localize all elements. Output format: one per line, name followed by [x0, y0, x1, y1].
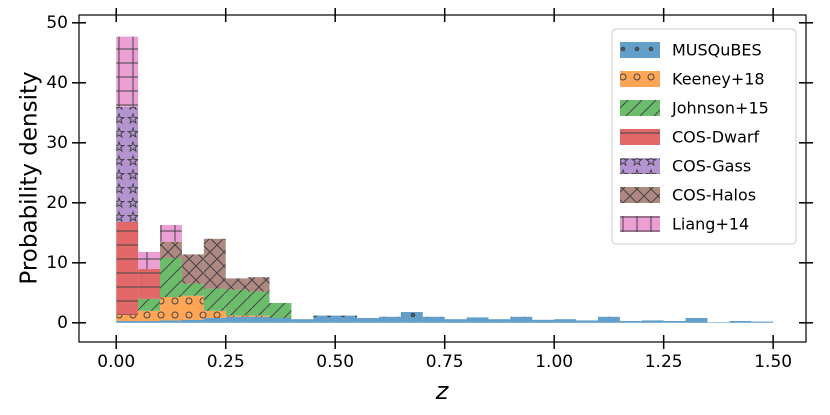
- histogram-bar: [400, 312, 423, 323]
- x-tick-label: 1.50: [754, 352, 792, 372]
- histogram-bar: [116, 36, 139, 107]
- histogram-bar: [138, 310, 161, 321]
- histogram-bar: [751, 321, 774, 323]
- histogram-bar: [225, 289, 248, 316]
- histogram-bar: [160, 297, 182, 321]
- histogram-bar: [357, 318, 379, 323]
- histogram-bar: [116, 106, 139, 222]
- histogram-bar: [138, 298, 161, 311]
- histogram-bar: [138, 252, 161, 269]
- x-tick-label: 0.50: [316, 352, 354, 372]
- histogram-bar: [532, 319, 555, 323]
- legend-swatch: [620, 187, 660, 203]
- legend-swatch: [620, 42, 660, 58]
- histogram-bar: [619, 321, 642, 323]
- histogram-bar: [181, 283, 204, 296]
- histogram-bar: [335, 315, 358, 323]
- histogram-bar: [225, 316, 248, 323]
- y-tick-label: 30: [46, 133, 68, 153]
- histogram-bar: [554, 319, 577, 323]
- histogram-bar: [444, 319, 467, 323]
- legend-label: COS-Gass: [672, 157, 751, 176]
- histogram-bar: [247, 277, 270, 292]
- histogram-bar: [181, 254, 204, 284]
- histogram-bar: [203, 310, 226, 318]
- histogram-bar: [160, 241, 182, 258]
- histogram-bar: [203, 238, 226, 289]
- y-tick-label: 40: [46, 73, 68, 93]
- histogram-bar: [138, 321, 161, 323]
- histogram-bar: [663, 321, 686, 323]
- histogram-bar: [247, 316, 270, 323]
- x-tick-label: 1.00: [535, 352, 573, 372]
- histogram-bar: [313, 315, 336, 323]
- histogram-bar: [269, 303, 292, 318]
- histogram-bar: [291, 319, 314, 323]
- histogram-bar: [378, 316, 401, 323]
- x-axis-label: z: [435, 377, 450, 405]
- legend-swatch: [620, 216, 660, 232]
- y-tick-label: 10: [46, 253, 68, 273]
- histogram-bar: [225, 278, 248, 290]
- y-tick-label: 50: [46, 13, 68, 33]
- histogram-bar: [181, 295, 204, 320]
- legend-label: Johnson+15: [671, 99, 769, 118]
- histogram-bar: [510, 316, 533, 323]
- legend-label: COS-Halos: [672, 186, 756, 205]
- y-tick-label: 0: [57, 313, 68, 333]
- legend-swatch: [620, 100, 660, 116]
- histogram-bar: [247, 291, 270, 316]
- plot-frame: [78, 14, 807, 343]
- legend-label: COS-Dwarf: [672, 128, 759, 147]
- histogram-bar: [422, 316, 445, 323]
- histogram-bar: [116, 315, 139, 321]
- histogram-bar: [269, 318, 292, 323]
- legend-swatch: [620, 129, 660, 145]
- legend-swatch: [620, 71, 660, 87]
- histogram-bar: [116, 321, 139, 323]
- histogram-bar: [160, 320, 182, 323]
- histogram-bar: [160, 225, 182, 242]
- histogram-bar: [247, 315, 270, 317]
- histogram-bar: [488, 319, 511, 323]
- x-tick-label: 1.25: [645, 352, 683, 372]
- y-axis-label: Probability density: [17, 71, 43, 284]
- y-tick-label: 20: [46, 193, 68, 213]
- legend-label: MUSQuBES: [672, 41, 762, 60]
- histogram-bar: [181, 319, 204, 323]
- x-tick-label: 0.00: [97, 352, 135, 372]
- x-tick-label: 0.75: [426, 352, 464, 372]
- histogram-bar: [685, 318, 708, 323]
- legend-label: Liang+14: [672, 215, 749, 234]
- histogram-bar: [466, 317, 489, 323]
- histogram-bar: [138, 268, 161, 299]
- histogram-bar: [576, 320, 598, 323]
- legend-label: Keeney+18: [672, 70, 765, 89]
- histogram-bar: [597, 316, 620, 323]
- histogram-bar: [225, 315, 248, 317]
- histogram-bar: [203, 318, 226, 323]
- histogram-bar: [116, 222, 139, 315]
- histogram-bar: [160, 258, 182, 297]
- histogram-bar: [729, 321, 752, 323]
- legend-swatch: [620, 158, 660, 174]
- x-tick-label: 0.25: [207, 352, 245, 372]
- histogram-bar: [203, 288, 226, 311]
- histogram-bar: [707, 322, 730, 323]
- histogram-bar: [641, 320, 664, 323]
